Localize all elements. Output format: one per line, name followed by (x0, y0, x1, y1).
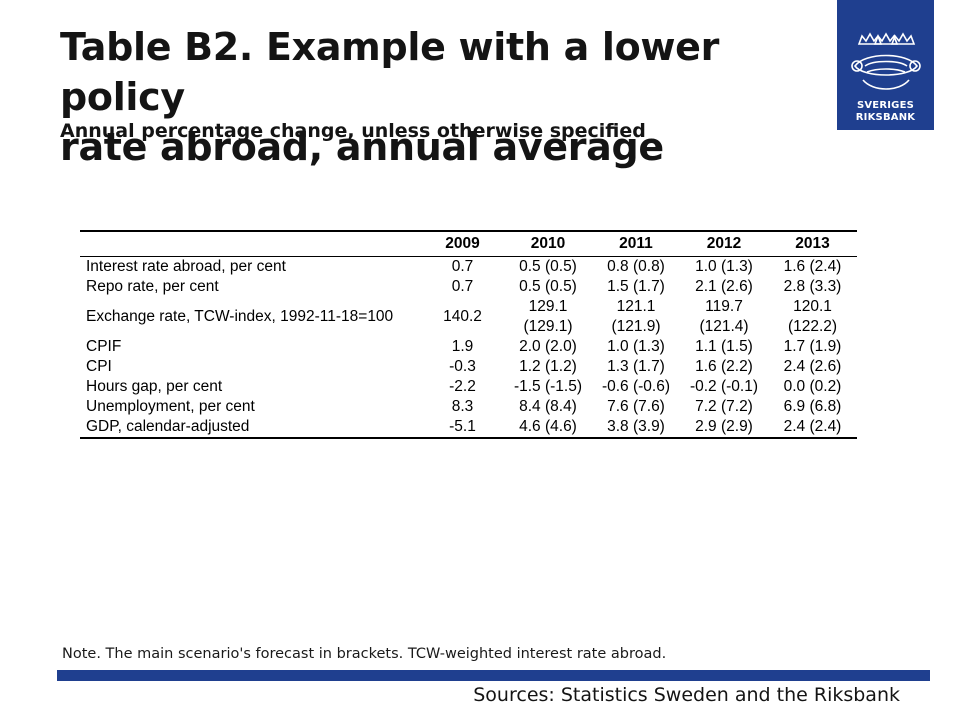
row-label: Interest rate abroad, per cent (86, 257, 286, 275)
table-row: Hours gap, per cent -2.2 -1.5 (-1.5) -0.6 (… (80, 377, 857, 397)
column-header-year: 2013 (768, 231, 857, 257)
sources-line: Sources: Statistics Sweden and the Riksb… (473, 684, 900, 706)
riksbank-logo: SVERIGES RIKSBANK (837, 0, 934, 130)
row-label: CPIF (86, 337, 122, 355)
table-cell: 1.1 (1.5) (695, 337, 753, 355)
table-cell: 0.7 (451, 257, 474, 275)
table-cell: 4.6 (4.6) (519, 417, 577, 435)
table-cell: 121.1 (121.9) (611, 297, 661, 335)
table-cell: -0.3 (449, 357, 476, 375)
table-cell: 3.8 (3.9) (607, 417, 665, 435)
table-cell: 0.5 (0.5) (519, 257, 577, 275)
table-note: Note. The main scenario's forecast in br… (62, 646, 667, 662)
table-cell: -5.1 (449, 417, 476, 435)
table-cell: 140.2 (443, 307, 482, 325)
row-label: Hours gap, per cent (86, 377, 223, 395)
table-cell: 129.1 (129.1) (523, 297, 573, 335)
table-row: GDP, calendar-adjusted -5.1 4.6 (4.6) 3.8 (… (80, 417, 857, 438)
column-header-year: 2011 (592, 231, 680, 257)
table-cell: 7.6 (7.6) (607, 397, 665, 415)
table-cell: 2.0 (2.0) (519, 337, 577, 355)
logo-text-riksbank: RIKSBANK (855, 112, 916, 123)
column-header-year: 2012 (680, 231, 768, 257)
table-cell: 6.9 (6.8) (783, 397, 842, 415)
table-cell: 2.4 (2.4) (783, 417, 842, 435)
table-cell: 1.5 (1.7) (607, 277, 665, 295)
table-cell: -2.2 (449, 377, 476, 395)
table-cell: 1.6 (2.4) (783, 257, 842, 275)
table-cell: 1.6 (2.2) (695, 357, 753, 375)
table-cell: 0.0 (0.2) (783, 377, 842, 395)
table-row: CPIF 1.9 2.0 (2.0) 1.0 (1.3) 1.1 (1.5) 1.7 (1… (80, 337, 857, 357)
table-row: Interest rate abroad, per cent 0.7 0.5 (0.… (80, 256, 857, 277)
row-label: Unemployment, per cent (86, 397, 255, 415)
table-cell: 1.3 (1.7) (607, 357, 665, 375)
footer-divider-bar (57, 670, 930, 681)
table-cell: 0.5 (0.5) (519, 277, 577, 295)
table-cell: 8.3 (451, 397, 474, 415)
table-cell: 0.7 (451, 277, 474, 295)
table-cell: 0.8 (0.8) (607, 257, 665, 275)
table-cell: 119.7 (121.4) (699, 297, 749, 335)
title-line-2: rate abroad, annual average (60, 125, 664, 169)
table-cell: 1.0 (1.3) (695, 257, 753, 275)
column-header-year: 2010 (504, 231, 592, 257)
column-header-year: 2009 (421, 231, 504, 257)
row-label: CPI (86, 357, 112, 375)
table-cell: -0.2 (-0.1) (689, 377, 759, 395)
logo-text-sveriges: SVERIGES (856, 100, 915, 111)
column-header-label (80, 231, 421, 257)
crown-emblem-icon (851, 32, 921, 90)
table-cell: 8.4 (8.4) (519, 397, 577, 415)
table-row: Exchange rate, TCW-index, 1992-11-18=100… (80, 297, 857, 337)
row-label: Exchange rate, TCW-index, 1992-11-18=100 (86, 307, 394, 325)
table-header-row: 2009 2010 2011 2012 2013 (80, 231, 857, 257)
title-line-1: Table B2. Example with a lower policy (60, 25, 720, 119)
table-cell: 2.9 (2.9) (695, 417, 753, 435)
table-cell: -1.5 (-1.5) (513, 377, 583, 395)
table-cell: 2.8 (3.3) (783, 277, 842, 295)
row-label: GDP, calendar-adjusted (86, 417, 250, 435)
table-row: CPI -0.3 1.2 (1.2) 1.3 (1.7) 1.6 (2.2) 2.4 (2… (80, 357, 857, 377)
table-cell: -0.6 (-0.6) (601, 377, 671, 395)
row-label: Repo rate, per cent (86, 277, 219, 295)
table-cell: 1.0 (1.3) (607, 337, 665, 355)
table-row: Unemployment, per cent 8.3 8.4 (8.4) 7.6 (7… (80, 397, 857, 417)
table-cell: 120.1 (122.2) (787, 297, 838, 335)
table-cell: 2.1 (2.6) (695, 277, 753, 295)
table-cell: 1.2 (1.2) (519, 357, 577, 375)
table-cell: 7.2 (7.2) (695, 397, 753, 415)
table-cell: 2.4 (2.6) (783, 357, 842, 375)
page-subtitle: Annual percentage change, unless otherwi… (60, 120, 646, 142)
forecast-table: 2009 2010 2011 2012 2013 Interest rate abroa… (80, 230, 857, 439)
table-cell: 1.9 (451, 337, 474, 355)
table-row: Repo rate, per cent 0.7 0.5 (0.5) 1.5 (1.7)… (80, 277, 857, 297)
page-title: Table B2. Example with a lower policy ra… (60, 22, 820, 172)
table-cell: 1.7 (1.9) (783, 337, 842, 355)
